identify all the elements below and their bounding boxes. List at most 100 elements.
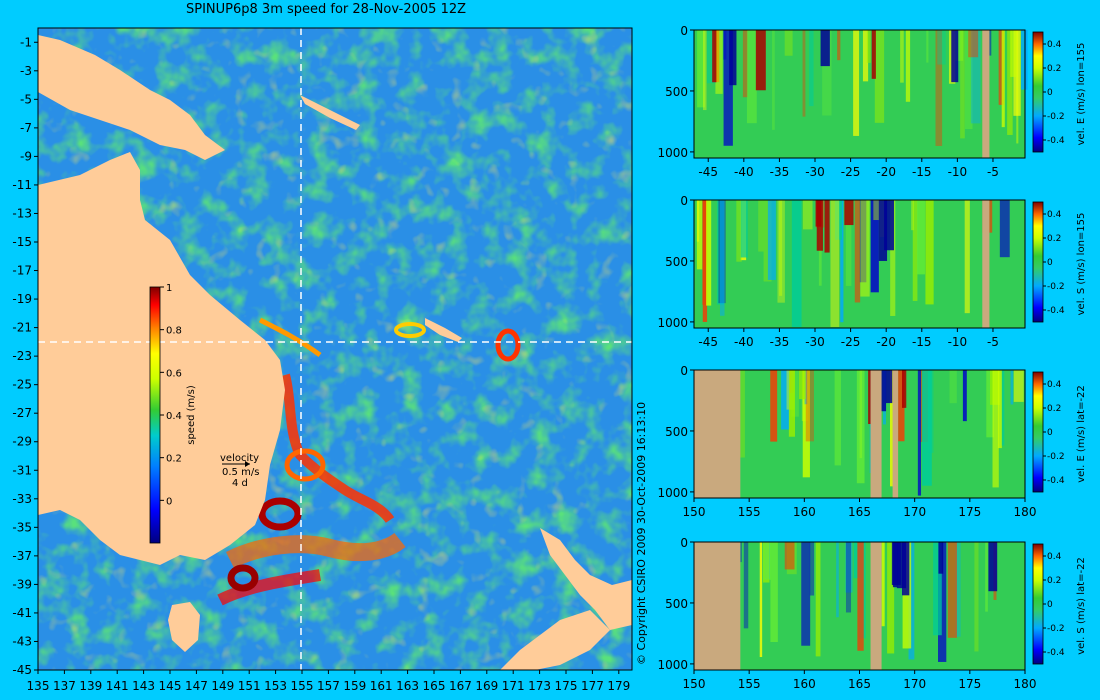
- map-x-tick-label: 167: [449, 679, 472, 693]
- speed-colorbar-tick-label: 0.4: [166, 411, 182, 422]
- section-colorbar-tick-label: 0: [1047, 428, 1053, 438]
- section-streak: [716, 200, 724, 305]
- section-streak: [802, 370, 810, 478]
- section-x-tick-label: 160: [793, 505, 816, 519]
- speed-colorbar-tick-label: 0.6: [166, 368, 182, 379]
- section-colorbar-tick-label: 0.2: [1047, 64, 1061, 74]
- section-streak: [1001, 30, 1005, 128]
- section-streak: [900, 30, 904, 83]
- section-land: [982, 30, 990, 158]
- new-zealand-north: [540, 528, 632, 630]
- section-streak: [997, 370, 1002, 449]
- section-streak: [706, 200, 712, 306]
- section-streak: [802, 200, 813, 230]
- section-streak: [960, 30, 965, 139]
- speed-colorbar-tick-label: 0.8: [166, 326, 182, 337]
- section-x-tick-label: -5: [987, 335, 999, 349]
- section-x-tick-label: -35: [770, 335, 790, 349]
- section-streak: [887, 542, 895, 654]
- map-y-tick-label: -29: [12, 435, 32, 449]
- section-streak: [933, 542, 942, 636]
- velocity-key-label: velocity: [220, 453, 259, 464]
- section-core: [729, 30, 737, 86]
- map-y-tick-label: -1: [20, 35, 32, 49]
- section-streak: [777, 200, 785, 303]
- section-streak: [856, 370, 865, 484]
- section-core: [824, 200, 830, 253]
- section-colorbar: [1032, 31, 1044, 153]
- section-core: [884, 200, 894, 251]
- map-x-tick-label: 135: [27, 679, 50, 693]
- speed-map: 0 0.2 0.4 0.6 0.8 1 speed (m/s) velocity 0.5 …: [38, 28, 632, 670]
- section-y-tick-label: 0: [680, 536, 688, 550]
- map-y-tick-label: -23: [12, 349, 32, 363]
- map-x-tick-label: 153: [264, 679, 287, 693]
- section-core: [878, 200, 888, 261]
- section-streak: [968, 30, 979, 58]
- section-land: [892, 370, 899, 498]
- section-streak: [955, 542, 961, 637]
- section-streak: [742, 30, 748, 98]
- section-y-tick-label: 500: [665, 255, 688, 269]
- map-y-tick-label: -39: [12, 577, 32, 591]
- section-core: [712, 30, 717, 83]
- map-x-tick-label: 149: [211, 679, 234, 693]
- speed-colorbar-tick-label: 0: [166, 496, 172, 507]
- section-streak: [802, 30, 806, 117]
- section-streak: [862, 30, 869, 82]
- section-panel-3: 150 155 160 165 170 175 180 0 500 1000 0.4 0.2 0 -0.2…: [657, 364, 1087, 519]
- section-streak: [723, 30, 733, 146]
- section-streak: [703, 30, 707, 111]
- section-streak: [767, 200, 776, 280]
- new-guinea: [38, 28, 225, 160]
- section-streak: [770, 542, 778, 642]
- map-x-tick-label: 179: [607, 679, 630, 693]
- section-streak: [697, 30, 705, 108]
- section-colorbar-tick-label: -0.4: [1047, 476, 1065, 486]
- section-streak: [815, 542, 821, 657]
- section-x-tick-label: -10: [948, 335, 968, 349]
- section-streak: [718, 200, 726, 304]
- section-x-tick-label: 170: [903, 505, 926, 519]
- section-streak: [746, 30, 757, 124]
- section-x-tick-label: 155: [738, 505, 761, 519]
- velocity-key-days: 4 d: [232, 478, 248, 489]
- section-streak: [954, 30, 964, 61]
- section-streak: [834, 200, 843, 240]
- section-y-tick-label: 1000: [657, 486, 688, 500]
- land-masses: [38, 28, 632, 670]
- speed-colorbar: [149, 286, 161, 544]
- section-x-tick-label: -10: [948, 165, 968, 179]
- section-core: [892, 542, 898, 588]
- section-colorbar-tick-label: -0.2: [1047, 624, 1065, 634]
- section-x-tick-label: -5: [987, 165, 999, 179]
- section-streak: [964, 200, 970, 314]
- section-streak: [999, 200, 1010, 258]
- map-frame: [37, 27, 633, 671]
- section-streak: [836, 542, 839, 618]
- map-y-tick-label: -31: [12, 463, 32, 477]
- section-x-tick-label: -30: [805, 335, 825, 349]
- section-x-tick-label: -30: [805, 165, 825, 179]
- section-streak: [917, 370, 922, 496]
- section-core: [902, 542, 910, 596]
- section-streak: [736, 200, 742, 262]
- section-x-tick-label: -15: [912, 335, 932, 349]
- section-x-tick-label: -35: [770, 165, 790, 179]
- section-y-tick-label: 0: [680, 364, 688, 378]
- section-panel-2: -45 -40 -35 -30 -25 -20 -15 -10 -5 0 500 1000 0.4 0.2…: [657, 194, 1087, 349]
- map-x-tick-label: 173: [528, 679, 551, 693]
- map-y-tick-label: -41: [12, 606, 32, 620]
- section-streak: [898, 370, 905, 442]
- map-x-tick-label: 143: [132, 679, 155, 693]
- map-y-tick-label: -33: [12, 492, 32, 506]
- section-land: [694, 370, 741, 498]
- section-colorbar-label: vel. E (m/s) lon=155: [1076, 43, 1087, 146]
- section-streak: [702, 200, 707, 305]
- section-streak: [905, 30, 911, 102]
- section-x-tick-label: 175: [958, 505, 981, 519]
- section-streak: [772, 30, 775, 130]
- section-streak: [926, 30, 929, 63]
- section-x-tick-label: -25: [841, 335, 861, 349]
- section-streak: [822, 30, 832, 116]
